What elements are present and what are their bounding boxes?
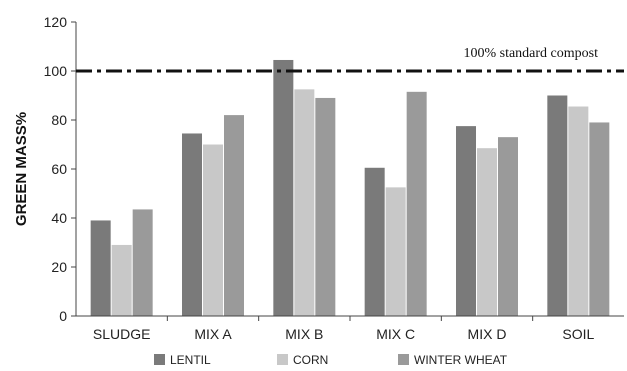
y-axis-label: GREEN MASS% bbox=[13, 112, 30, 226]
y-tick-label: 40 bbox=[51, 210, 67, 226]
bar bbox=[90, 220, 111, 316]
legend-swatch bbox=[154, 354, 165, 365]
bar bbox=[589, 122, 610, 316]
legend: LENTIL CORN WINTER WHEAT bbox=[154, 353, 508, 367]
y-tick-label: 100 bbox=[44, 63, 68, 79]
bar bbox=[273, 59, 294, 316]
bar bbox=[456, 126, 476, 316]
bar bbox=[315, 97, 336, 316]
legend-swatch bbox=[398, 354, 409, 365]
bar bbox=[294, 89, 315, 316]
y-tick-label: 0 bbox=[59, 308, 67, 324]
y-tick-label: 60 bbox=[51, 161, 67, 177]
bar bbox=[182, 133, 202, 316]
bar bbox=[477, 148, 497, 316]
bar bbox=[406, 91, 427, 316]
x-tick-label: MIX D bbox=[468, 326, 507, 342]
y-axis: 0 20 40 60 80 100 120 bbox=[44, 14, 77, 324]
x-tick-label: MIX C bbox=[376, 326, 415, 342]
bar bbox=[111, 244, 132, 316]
x-axis: SLUDGE MIX A MIX B MIX C MIX D SOIL bbox=[76, 315, 624, 342]
bar bbox=[203, 144, 223, 316]
bar bbox=[364, 167, 385, 316]
y-tick-label: 20 bbox=[51, 259, 67, 275]
y-tick-label: 80 bbox=[51, 112, 67, 128]
x-tick-label: SOIL bbox=[562, 326, 594, 342]
legend-label: CORN bbox=[293, 353, 328, 367]
bars bbox=[90, 59, 610, 317]
legend-label: LENTIL bbox=[170, 353, 211, 367]
reference-line-label: 100% standard compost bbox=[463, 46, 598, 61]
x-tick-label: MIX A bbox=[194, 326, 232, 342]
legend-swatch bbox=[277, 354, 288, 365]
legend-label: WINTER WHEAT bbox=[414, 353, 508, 367]
legend-item: WINTER WHEAT bbox=[398, 353, 508, 367]
bar bbox=[224, 115, 244, 316]
bar bbox=[132, 209, 153, 316]
bar bbox=[498, 137, 518, 316]
bar bbox=[568, 106, 589, 317]
y-tick-label: 120 bbox=[44, 14, 68, 30]
legend-item: CORN bbox=[277, 353, 328, 367]
bar bbox=[547, 95, 568, 316]
legend-item: LENTIL bbox=[154, 353, 211, 367]
bar bbox=[385, 187, 406, 316]
x-tick-label: SLUDGE bbox=[93, 326, 151, 342]
x-tick-label: MIX B bbox=[285, 326, 323, 342]
